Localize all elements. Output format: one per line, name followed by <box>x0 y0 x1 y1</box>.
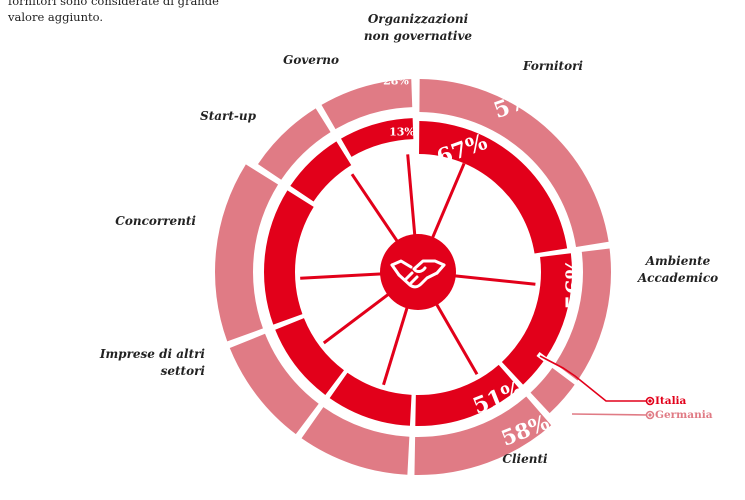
italia-segment-concorrenti <box>275 318 344 395</box>
germania-segment-fornitori <box>419 79 609 247</box>
legend-label-italia: Italia <box>655 395 687 407</box>
italia-segment-clienti <box>415 364 520 427</box>
italia-segment-imprese-di-altri-settori <box>329 372 412 426</box>
italia-segment-fornitori <box>419 121 568 254</box>
category-label-fornitori: Fornitori <box>522 59 583 73</box>
category-labels: Fornitori Ambiente Accademico Clienti Impres… <box>99 12 718 466</box>
legend-marker-dot-italia <box>648 399 652 403</box>
italia-segment-ambiente-accademico <box>501 253 572 385</box>
germania-value-start-up: 23% <box>228 125 267 159</box>
legend-leader-germania <box>571 413 649 416</box>
category-label-concorrenti: Concorrenti <box>115 214 196 228</box>
germania-segment-ambiente-accademico <box>530 248 611 414</box>
germania-ring: 57%61%58%45%45%23%26%28% <box>206 75 644 476</box>
legend: Italia Germania <box>536 352 713 421</box>
category-label-clienti: Clienti <box>502 452 548 466</box>
intro-line-1: fornitori sono considerate di grande <box>8 0 219 8</box>
legend-label-germania: Germania <box>655 409 713 421</box>
germania-segment-governo <box>258 108 331 180</box>
italia-segment-governo <box>290 141 352 202</box>
italia-segment-organizzazioni-non-governative <box>341 118 414 157</box>
legend-marker-dot-germania <box>648 413 652 417</box>
germania-segment-clienti <box>414 396 552 476</box>
category-label-imprese-di-altri-settori: Imprese di altri settori <box>99 347 206 378</box>
intro-text: fornitori sono considerate di grande val… <box>8 0 228 25</box>
category-label-organizzazioni-non-governative: Organizzazioni non governative <box>364 12 473 43</box>
legend-leader-italia <box>539 355 648 402</box>
intro-line-2: valore aggiunto. <box>8 10 103 24</box>
germania-segment-start-up <box>215 164 279 342</box>
handshake-icon <box>390 259 446 289</box>
germania-value-organizzazioni-non-governative: 28% <box>383 75 409 88</box>
germania-value-ambiente-accademico: 61% <box>618 266 644 318</box>
category-label-ambiente-accademico: Ambiente Accademico <box>637 254 718 285</box>
italia-segment-start-up <box>264 190 314 325</box>
legend-leader-halo <box>536 352 648 396</box>
category-label-governo: Governo <box>283 53 339 67</box>
germania-segment-organizzazioni-non-governative <box>321 79 413 130</box>
italia-value-organizzazioni-non-governative: 13% <box>389 126 415 139</box>
center-hub <box>380 234 456 310</box>
category-label-start-up: Start-up <box>200 109 257 123</box>
germania-segment-concorrenti <box>229 333 319 435</box>
germania-segment-imprese-di-altri-settori <box>301 407 410 475</box>
